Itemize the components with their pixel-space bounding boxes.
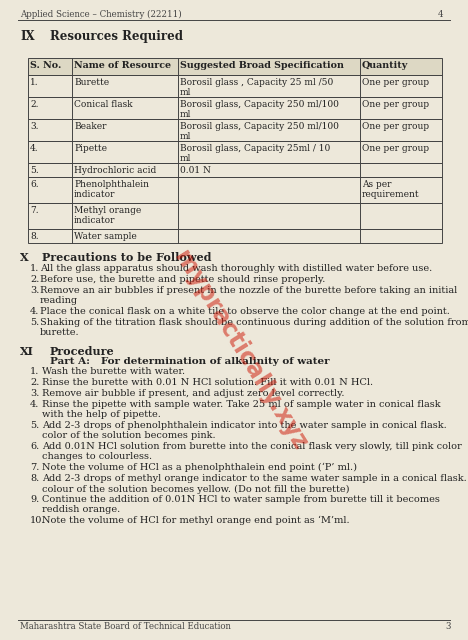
Bar	[28, 141, 442, 163]
Text: As per
requirement: As per requirement	[362, 180, 420, 200]
Text: Note the volume of HCl for methyl orange end point as ‘M’ml.: Note the volume of HCl for methyl orange…	[42, 516, 350, 525]
Text: One per group: One per group	[362, 100, 429, 109]
Text: 9.: 9.	[30, 495, 39, 504]
Bar	[28, 177, 442, 203]
Text: Add 0.01N HCl solution from burette into the conical flask very slowly, till pin: Add 0.01N HCl solution from burette into…	[42, 442, 462, 461]
Text: Borosil glass, Capacity 250 ml/100
ml: Borosil glass, Capacity 250 ml/100 ml	[180, 122, 339, 141]
Bar	[28, 58, 442, 75]
Text: Continue the addition of 0.01N HCl to water sample from burette till it becomes
: Continue the addition of 0.01N HCl to wa…	[42, 495, 440, 515]
Text: Applied Science – Chemistry (22211): Applied Science – Chemistry (22211)	[20, 10, 182, 19]
Text: One per group: One per group	[362, 78, 429, 87]
Text: Phenolphthalein
indicator: Phenolphthalein indicator	[74, 180, 149, 200]
Text: 4: 4	[438, 10, 444, 19]
Text: Add 2-3 drops of methyl orange indicator to the same water sample in a conical f: Add 2-3 drops of methyl orange indicator…	[42, 474, 467, 493]
Text: 7.: 7.	[30, 463, 39, 472]
Text: 6.: 6.	[30, 180, 39, 189]
Text: One per group: One per group	[362, 122, 429, 131]
Text: 4.: 4.	[30, 400, 39, 409]
Text: 4.: 4.	[30, 144, 39, 153]
Text: 5.: 5.	[30, 318, 39, 327]
Text: 7.: 7.	[30, 206, 39, 215]
Text: 1.: 1.	[30, 78, 39, 87]
Text: Place the conical flask on a white tile to observe the color change at the end p: Place the conical flask on a white tile …	[40, 307, 450, 316]
Text: 2.: 2.	[30, 100, 38, 109]
Text: 6.: 6.	[30, 442, 39, 451]
Text: Beaker: Beaker	[74, 122, 107, 131]
Text: 5.: 5.	[30, 421, 39, 430]
Text: Rinse the burette with 0.01 N HCl solution. Fill it with 0.01 N HCl.: Rinse the burette with 0.01 N HCl soluti…	[42, 378, 373, 387]
Text: 1.: 1.	[30, 264, 39, 273]
Text: Rinse the pipette with sample water. Take 25 ml of sample water in conical flask: Rinse the pipette with sample water. Tak…	[42, 400, 441, 419]
Text: Conical flask: Conical flask	[74, 100, 132, 109]
Text: mypractically.xyz: mypractically.xyz	[169, 246, 311, 454]
Bar	[28, 75, 442, 97]
Text: 3: 3	[445, 622, 450, 631]
Text: 2.: 2.	[30, 378, 39, 387]
Text: Before use, the burette and pipette should rinse properly.: Before use, the burette and pipette shou…	[40, 275, 325, 284]
Text: Suggested Broad Specification: Suggested Broad Specification	[180, 61, 344, 70]
Text: Hydrochloric acid: Hydrochloric acid	[74, 166, 156, 175]
Text: Procedure: Procedure	[50, 346, 115, 357]
Text: 3.: 3.	[30, 122, 38, 131]
Text: Remove air bubble if present, and adjust zero level correctly.: Remove air bubble if present, and adjust…	[42, 389, 344, 398]
Text: 3.: 3.	[30, 286, 39, 295]
Text: Quantity: Quantity	[362, 61, 408, 70]
Bar	[28, 119, 442, 141]
Text: 8.: 8.	[30, 232, 39, 241]
Text: 4.: 4.	[30, 307, 39, 316]
Text: 5.: 5.	[30, 166, 39, 175]
Text: Borosil glass , Capacity 25 ml /50
ml: Borosil glass , Capacity 25 ml /50 ml	[180, 78, 333, 97]
Text: XI: XI	[20, 346, 34, 357]
Text: 3.: 3.	[30, 389, 39, 398]
Bar	[28, 97, 442, 119]
Text: IX: IX	[20, 30, 35, 43]
Text: Wash the burette with water.: Wash the burette with water.	[42, 367, 185, 376]
Text: Borosil glass, Capacity 25ml / 10
ml: Borosil glass, Capacity 25ml / 10 ml	[180, 144, 330, 163]
Text: Water sample: Water sample	[74, 232, 137, 241]
Text: Name of Resource: Name of Resource	[74, 61, 171, 70]
Text: Burette: Burette	[74, 78, 109, 87]
Bar	[28, 163, 442, 177]
Text: All the glass apparatus should wash thoroughly with distilled water before use.: All the glass apparatus should wash thor…	[40, 264, 432, 273]
Text: 1.: 1.	[30, 367, 39, 376]
Text: X: X	[20, 252, 29, 263]
Text: Part A:   For determination of alkalinity of water: Part A: For determination of alkalinity …	[50, 357, 329, 366]
Text: Remove an air bubbles if present in the nozzle of the burette before taking an i: Remove an air bubbles if present in the …	[40, 286, 457, 305]
Text: One per group: One per group	[362, 144, 429, 153]
Text: 10.: 10.	[30, 516, 45, 525]
Bar	[28, 229, 442, 243]
Text: Methyl orange
indicator: Methyl orange indicator	[74, 206, 141, 225]
Text: S. No.: S. No.	[30, 61, 61, 70]
Text: 2.: 2.	[30, 275, 39, 284]
Text: Note the volume of HCl as a phenolphthalein end point (‘P’ ml.): Note the volume of HCl as a phenolphthal…	[42, 463, 357, 472]
Text: Shaking of the titration flask should be continuous during addition of the solut: Shaking of the titration flask should be…	[40, 318, 468, 337]
Text: Add 2-3 drops of phenolphthalein indicator into the water sample in conical flas: Add 2-3 drops of phenolphthalein indicat…	[42, 421, 447, 440]
Text: 0.01 N: 0.01 N	[180, 166, 211, 175]
Text: Precautions to be Followed: Precautions to be Followed	[42, 252, 212, 263]
Text: Maharashtra State Board of Technical Education: Maharashtra State Board of Technical Edu…	[20, 622, 231, 631]
Text: Pipette: Pipette	[74, 144, 107, 153]
Bar	[28, 203, 442, 229]
Text: Borosil glass, Capacity 250 ml/100
ml: Borosil glass, Capacity 250 ml/100 ml	[180, 100, 339, 120]
Text: Resources Required: Resources Required	[50, 30, 183, 43]
Text: 8.: 8.	[30, 474, 39, 483]
